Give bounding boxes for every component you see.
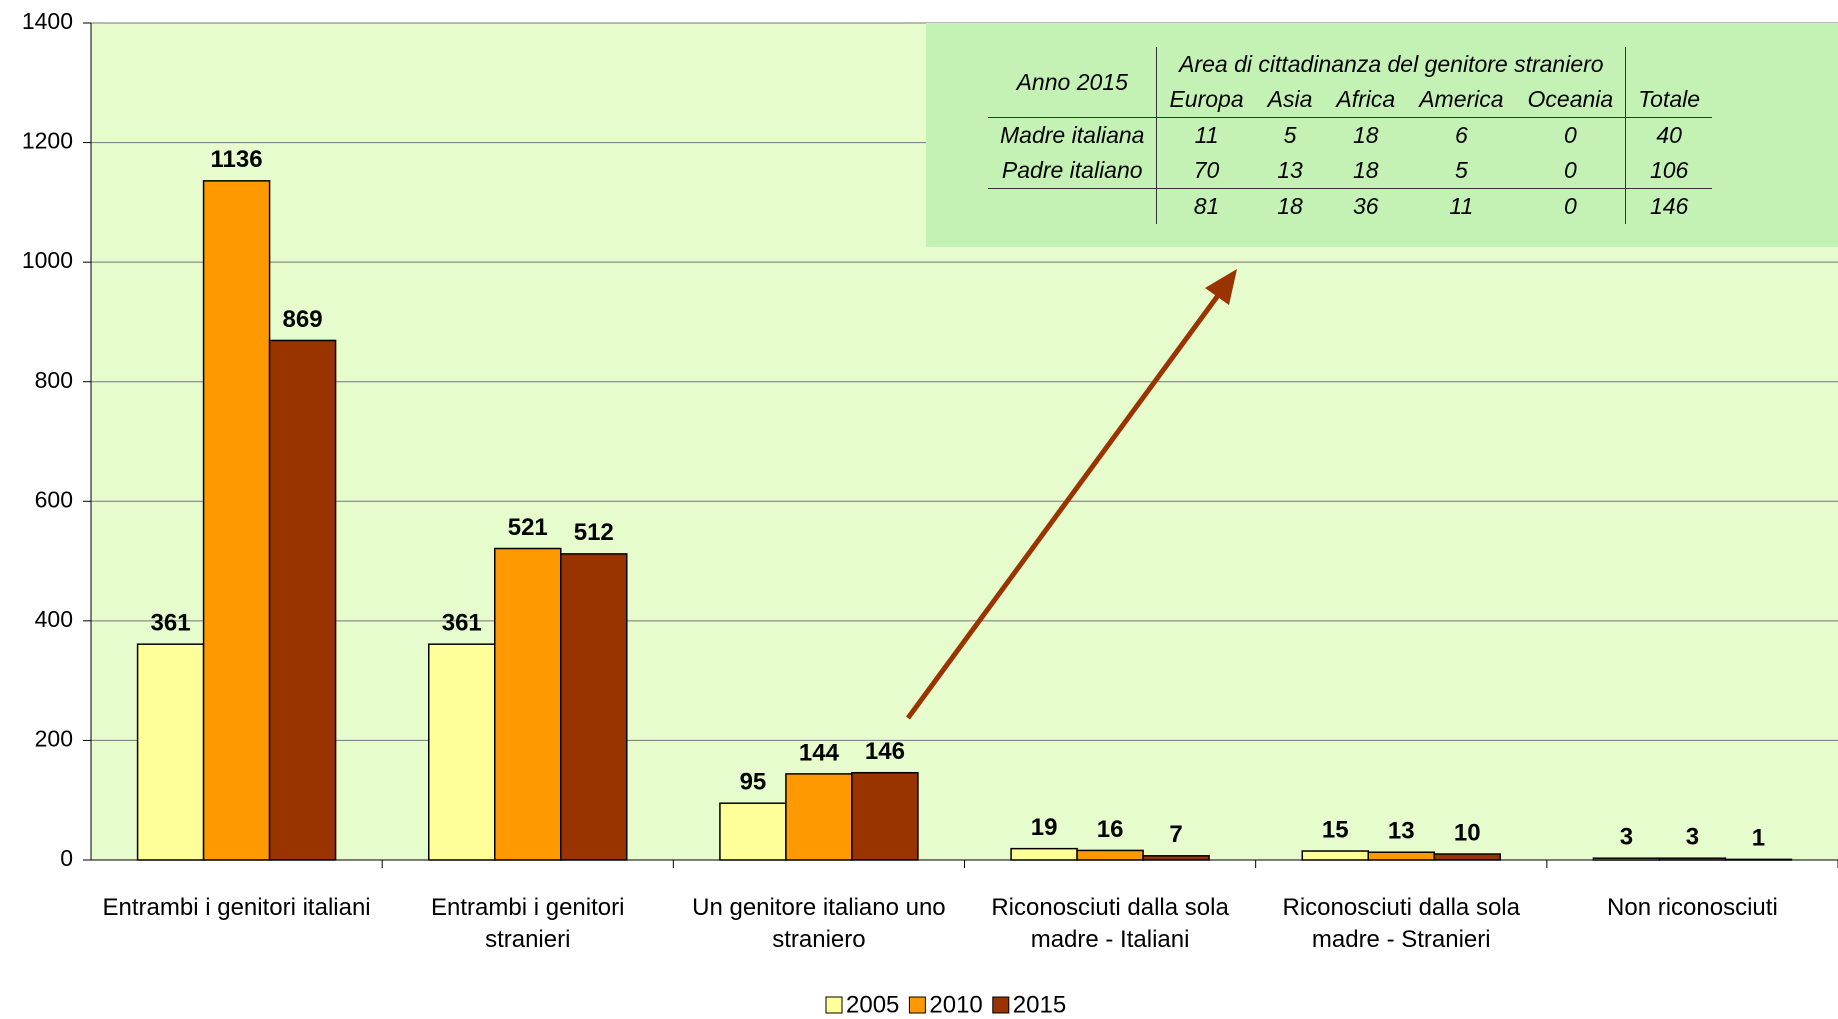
- bar: [136, 643, 205, 861]
- legend-swatch: [825, 996, 843, 1014]
- column-header: Europa: [1156, 82, 1256, 118]
- y-tick-label: 1000: [22, 247, 73, 273]
- data-label: 869: [283, 306, 323, 333]
- cell: 70: [1156, 153, 1256, 189]
- bar: [785, 773, 853, 861]
- legend-swatch: [992, 996, 1010, 1014]
- cell: 5: [1283, 122, 1297, 148]
- table-row: Padre italiano 70 13 18 5 0 106: [988, 153, 1713, 189]
- cell: 0: [1563, 122, 1577, 148]
- column-header: Oceania: [1515, 82, 1626, 118]
- column-header: Totale: [1625, 82, 1713, 118]
- group-header: Area di cittadinanza del genitore strani…: [1156, 47, 1626, 82]
- bar: [1724, 858, 1793, 861]
- data-label: 521: [508, 514, 548, 541]
- row-label: Padre italiano: [1001, 157, 1143, 183]
- cell: 81: [1156, 188, 1256, 224]
- cell: 6: [1454, 122, 1468, 148]
- cell: 18: [1352, 157, 1379, 183]
- cell: [1625, 47, 1713, 82]
- x-tick-label: Entrambi i genitori italiani: [102, 894, 371, 921]
- cell: 0: [1515, 188, 1626, 224]
- legend-label: 2015: [1013, 991, 1066, 1018]
- bar: [719, 802, 787, 861]
- column-header: Africa: [1324, 82, 1408, 118]
- inset-table: Anno 2015 Area di cittadinanza del genit…: [926, 23, 1838, 247]
- x-tick-label: Riconosciuti dalla sola madre - Italiani: [991, 894, 1229, 953]
- row-header: Anno 2015: [988, 47, 1157, 118]
- y-tick-label: 1200: [22, 128, 73, 154]
- x-tick-label: Non riconosciuti: [1607, 894, 1778, 921]
- bar: [1142, 855, 1210, 861]
- bar: [1367, 851, 1435, 861]
- data-label: 13: [1388, 818, 1415, 845]
- bar: [268, 339, 337, 861]
- cell: 18: [1255, 188, 1325, 224]
- data-label: 15: [1322, 816, 1349, 843]
- legend-label: 2010: [929, 991, 982, 1018]
- arrow: [905, 288, 1225, 720]
- bar: [1658, 857, 1727, 861]
- y-tick-label: 800: [35, 367, 73, 393]
- cell: 11: [1156, 117, 1256, 153]
- legend-swatch: [908, 996, 926, 1014]
- cell: 0: [1563, 157, 1577, 183]
- y-tick-label: 600: [35, 486, 73, 512]
- arrow-head: [1205, 269, 1237, 305]
- data-label: 146: [865, 738, 905, 765]
- data-label: 361: [151, 610, 191, 637]
- bar: [1301, 850, 1369, 861]
- bar: [1010, 847, 1078, 861]
- cell: 106: [1625, 153, 1713, 189]
- data-label: 16: [1097, 816, 1124, 843]
- column-header: America: [1407, 82, 1516, 118]
- data-label: 95: [740, 769, 767, 796]
- bar: [1433, 853, 1501, 861]
- table: Anno 2015 Area di cittadinanza del genit…: [988, 47, 1713, 224]
- bar: [560, 553, 628, 861]
- data-label: 10: [1454, 819, 1481, 846]
- legend-label: 2005: [846, 991, 899, 1018]
- data-label: 512: [574, 519, 614, 546]
- bar: [202, 180, 271, 861]
- column-header: Asia: [1255, 82, 1325, 118]
- y-tick-label: 0: [60, 845, 73, 871]
- x-tick-label: Riconosciuti dalla sola madre - Stranier…: [1282, 894, 1520, 953]
- y-tick-label: 400: [35, 606, 73, 632]
- bar: [851, 771, 919, 861]
- data-label: 3: [1686, 824, 1699, 851]
- cell: 36: [1324, 188, 1408, 224]
- data-label: 7: [1169, 821, 1182, 848]
- cell: 13: [1277, 157, 1303, 183]
- cell: 40: [1625, 117, 1713, 153]
- row-label: Madre italiana: [1000, 122, 1145, 148]
- cell: 11: [1407, 188, 1516, 224]
- table-row: Madre italiana 11 5 18 6 0 40: [988, 117, 1713, 153]
- cell: 146: [1625, 188, 1713, 224]
- data-label: 1136: [211, 146, 263, 173]
- data-label: 3: [1620, 824, 1633, 851]
- data-label: 19: [1031, 814, 1058, 841]
- bar: [1592, 857, 1661, 861]
- x-tick-label: Un genitore italiano uno straniero: [692, 894, 946, 953]
- header-row: Europa Asia Africa America Oceania Totale: [988, 82, 1713, 118]
- bar: [1076, 849, 1144, 861]
- data-label: 1: [1752, 825, 1765, 852]
- cell: 18: [1352, 122, 1379, 148]
- bar: [428, 643, 496, 861]
- y-tick-label: 1400: [22, 8, 73, 34]
- table-row: 81 18 36 11 0 146: [988, 188, 1713, 224]
- data-label: 361: [442, 610, 482, 637]
- bar: [494, 547, 562, 861]
- x-tick-label: Entrambi i genitori stranieri: [431, 894, 625, 953]
- cell: 5: [1454, 157, 1468, 183]
- data-label: 144: [799, 739, 840, 766]
- y-tick-label: 200: [35, 726, 73, 752]
- row-label: [988, 188, 1157, 224]
